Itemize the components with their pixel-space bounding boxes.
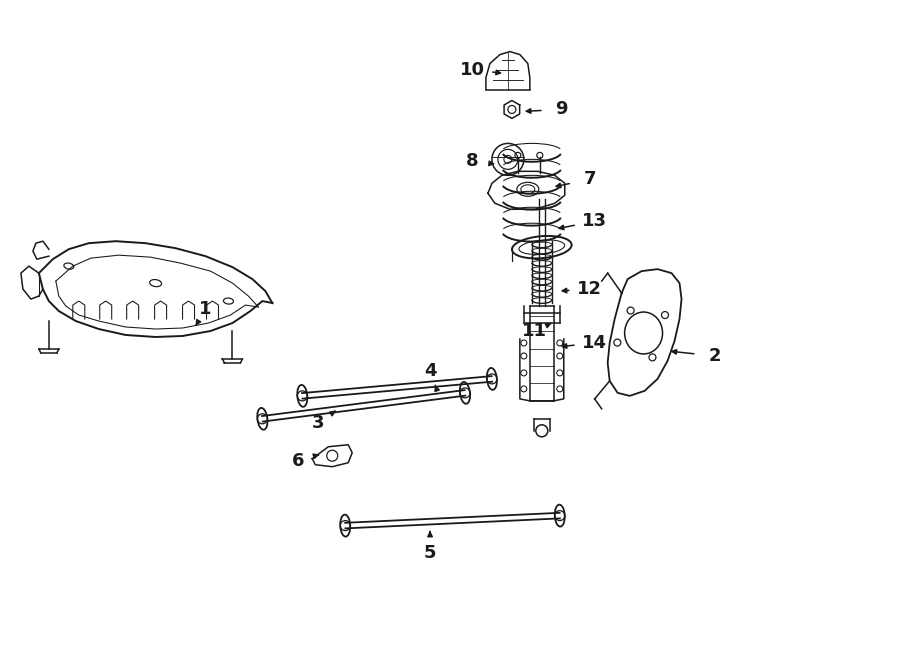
Text: 9: 9 xyxy=(555,100,568,118)
Text: 10: 10 xyxy=(460,61,484,79)
Text: 11: 11 xyxy=(522,322,547,340)
Text: 7: 7 xyxy=(583,171,596,188)
Text: 3: 3 xyxy=(312,414,325,432)
Text: 5: 5 xyxy=(424,543,436,562)
Text: 4: 4 xyxy=(424,362,436,380)
Text: 2: 2 xyxy=(708,347,721,365)
Text: 13: 13 xyxy=(582,212,608,230)
Text: 12: 12 xyxy=(577,280,602,298)
Text: 1: 1 xyxy=(199,300,212,318)
Text: 14: 14 xyxy=(582,334,608,352)
Text: 8: 8 xyxy=(465,152,478,171)
Text: 6: 6 xyxy=(292,451,304,470)
